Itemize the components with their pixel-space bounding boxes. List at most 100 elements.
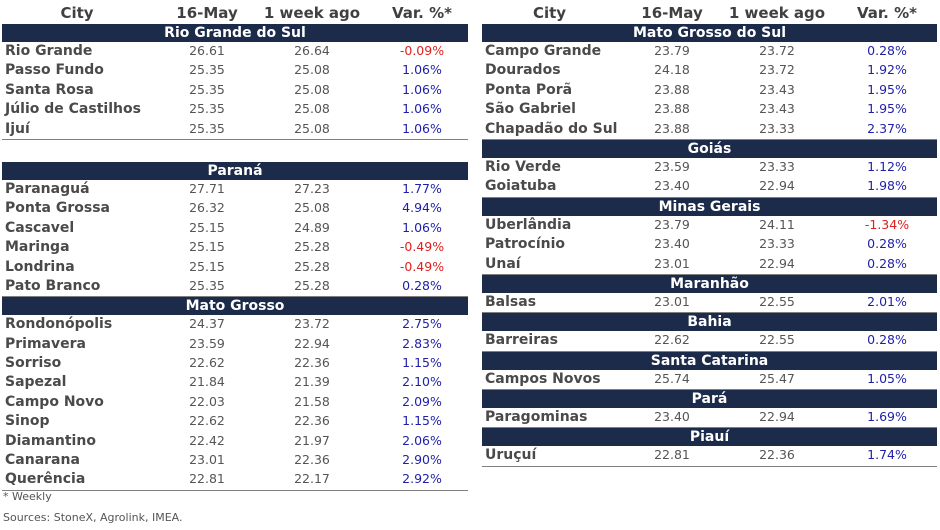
variation-percent: 2.92% bbox=[402, 471, 442, 487]
price-current: 23.59 bbox=[654, 158, 690, 174]
header-date: 16-May bbox=[176, 4, 238, 22]
city-name: Patrocínio bbox=[485, 236, 566, 253]
variation-percent: 1.06% bbox=[402, 101, 442, 117]
variation-percent: 1.98% bbox=[867, 178, 907, 194]
variation-percent: 1.06% bbox=[402, 120, 442, 136]
table-row: Ponta Grossa 26.32 25.08 4.94% bbox=[2, 199, 468, 218]
footnote: * Weekly bbox=[3, 490, 52, 503]
table-row: Sinop 22.62 22.36 1.15% bbox=[2, 412, 468, 431]
price-current: 22.62 bbox=[189, 355, 225, 371]
region-block: Maranhão Balsas 23.01 22.55 2.01% bbox=[482, 274, 937, 314]
price-week-ago: 24.89 bbox=[294, 219, 330, 235]
sources: Sources: StoneX, Agrolink, IMEA. bbox=[3, 511, 183, 524]
header-week: 1 week ago bbox=[728, 4, 826, 22]
city-name: Santa Rosa bbox=[5, 81, 94, 98]
city-name: Balsas bbox=[485, 293, 537, 310]
region-block: Goiás Rio Verde 23.59 23.33 1.12% Goiatuba 23.… bbox=[482, 139, 937, 198]
variation-percent: 1.69% bbox=[867, 409, 907, 425]
city-name: Ponta Grossa bbox=[5, 200, 110, 217]
table-row: Campos Novos 25.74 25.47 1.05% bbox=[482, 370, 937, 391]
table-row: Paragominas 23.40 22.94 1.69% bbox=[482, 408, 937, 429]
header-date: 16-May bbox=[641, 4, 703, 22]
city-name: Uberlândia bbox=[485, 216, 572, 233]
price-week-ago: 22.36 bbox=[759, 447, 795, 463]
table-row: Rio Verde 23.59 23.33 1.12% bbox=[482, 158, 937, 177]
table-row: Paranaguá 27.71 27.23 1.77% bbox=[2, 180, 468, 199]
price-week-ago: 22.94 bbox=[759, 255, 795, 271]
table-row: Patrocínio 23.40 23.33 0.28% bbox=[482, 235, 937, 254]
price-week-ago: 25.28 bbox=[294, 258, 330, 274]
column-headers: City 16-May 1 week ago Var. %* bbox=[2, 0, 468, 24]
price-current: 23.01 bbox=[654, 255, 690, 271]
region-block: Bahia Barreiras 22.62 22.55 0.28% bbox=[482, 313, 937, 352]
variation-percent: 1.15% bbox=[402, 413, 442, 429]
header-city: City bbox=[532, 4, 567, 22]
price-current: 22.81 bbox=[189, 471, 225, 487]
city-name: Canarana bbox=[5, 452, 80, 469]
variation-percent: 1.95% bbox=[867, 81, 907, 97]
price-week-ago: 25.08 bbox=[294, 200, 330, 216]
price-week-ago: 22.55 bbox=[759, 332, 795, 348]
price-current: 26.32 bbox=[189, 200, 225, 216]
table-row: Diamantino 22.42 21.97 2.06% bbox=[2, 432, 468, 451]
price-current: 23.01 bbox=[654, 293, 690, 309]
variation-percent: 2.09% bbox=[402, 393, 442, 409]
table-row: Maringa 25.15 25.28 -0.49% bbox=[2, 238, 468, 257]
variation-percent: 1.95% bbox=[867, 101, 907, 117]
city-name: Rio Grande bbox=[5, 43, 93, 59]
price-current: 24.37 bbox=[189, 316, 225, 332]
right-table-body: Mato Grosso do Sul Campo Grande 23.79 23.72… bbox=[482, 24, 937, 467]
price-week-ago: 25.08 bbox=[294, 62, 330, 78]
price-week-ago: 23.72 bbox=[759, 62, 795, 78]
city-name: Júlio de Castilhos bbox=[5, 101, 141, 118]
price-current: 23.40 bbox=[654, 178, 690, 194]
city-name: Chapadão do Sul bbox=[485, 120, 618, 137]
table-row: Uruçuí 22.81 22.36 1.74% bbox=[482, 446, 937, 467]
price-current: 24.18 bbox=[654, 62, 690, 78]
region-header: Mato Grosso bbox=[2, 297, 468, 316]
table-row: Campo Novo 22.03 21.58 2.09% bbox=[2, 393, 468, 412]
region-block: Paraná Paranaguá 27.71 27.23 1.77% Ponta Gros… bbox=[2, 161, 468, 298]
variation-percent: 1.12% bbox=[867, 158, 907, 174]
table-row: Ponta Porã 23.88 23.43 1.95% bbox=[482, 81, 937, 100]
price-week-ago: 26.64 bbox=[294, 43, 330, 58]
price-current: 25.35 bbox=[189, 101, 225, 117]
region-block: Mato Grosso Rondonópolis 24.37 23.72 2.75% Pr… bbox=[2, 297, 468, 491]
header-var: Var. %* bbox=[392, 4, 452, 22]
table-row: Cascavel 25.15 24.89 1.06% bbox=[2, 219, 468, 238]
variation-percent: -0.09% bbox=[399, 43, 445, 58]
price-current: 25.35 bbox=[189, 62, 225, 78]
city-name: Sorriso bbox=[5, 355, 62, 372]
price-week-ago: 22.17 bbox=[294, 471, 330, 487]
region-block: Mato Grosso do Sul Campo Grande 23.79 23.72… bbox=[482, 24, 937, 140]
price-current: 23.40 bbox=[654, 236, 690, 252]
header-week: 1 week ago bbox=[263, 4, 361, 22]
region-header: Mato Grosso do Sul bbox=[482, 24, 937, 42]
variation-percent: 2.75% bbox=[402, 316, 442, 332]
price-current: 25.15 bbox=[189, 219, 225, 235]
city-name: Barreiras bbox=[485, 332, 558, 349]
price-week-ago: 25.08 bbox=[294, 120, 330, 136]
price-week-ago: 22.55 bbox=[759, 293, 795, 309]
table-row: Canarana 23.01 22.36 2.90% bbox=[2, 451, 468, 470]
variation-percent: -0.49% bbox=[399, 239, 445, 255]
region-block: Minas Gerais Uberlândia 23.79 24.11 -1.34% Pa… bbox=[482, 197, 937, 275]
city-name: Campo Grande bbox=[485, 43, 602, 59]
variation-percent: 2.37% bbox=[867, 120, 907, 136]
price-current: 22.62 bbox=[654, 332, 690, 348]
variation-percent: 1.06% bbox=[402, 219, 442, 235]
region-header: Minas Gerais bbox=[482, 197, 937, 216]
table-row: Dourados 24.18 23.72 1.92% bbox=[482, 61, 937, 80]
region-header: Piauí bbox=[482, 428, 937, 447]
table-row: Santa Rosa 25.35 25.08 1.06% bbox=[2, 81, 468, 100]
table-row: Ijuí 25.35 25.08 1.06% bbox=[2, 120, 468, 140]
header-city: City bbox=[60, 4, 94, 22]
price-week-ago: 21.39 bbox=[294, 374, 330, 390]
right-table: City 16-May 1 week ago Var. %* Mato Gros… bbox=[482, 0, 937, 467]
variation-percent: 1.77% bbox=[402, 180, 442, 196]
variation-percent: -1.34% bbox=[864, 216, 910, 232]
variation-percent: 0.28% bbox=[867, 43, 907, 58]
table-row: Primavera 23.59 22.94 2.83% bbox=[2, 335, 468, 354]
price-current: 23.40 bbox=[654, 409, 690, 425]
price-week-ago: 25.28 bbox=[294, 239, 330, 255]
